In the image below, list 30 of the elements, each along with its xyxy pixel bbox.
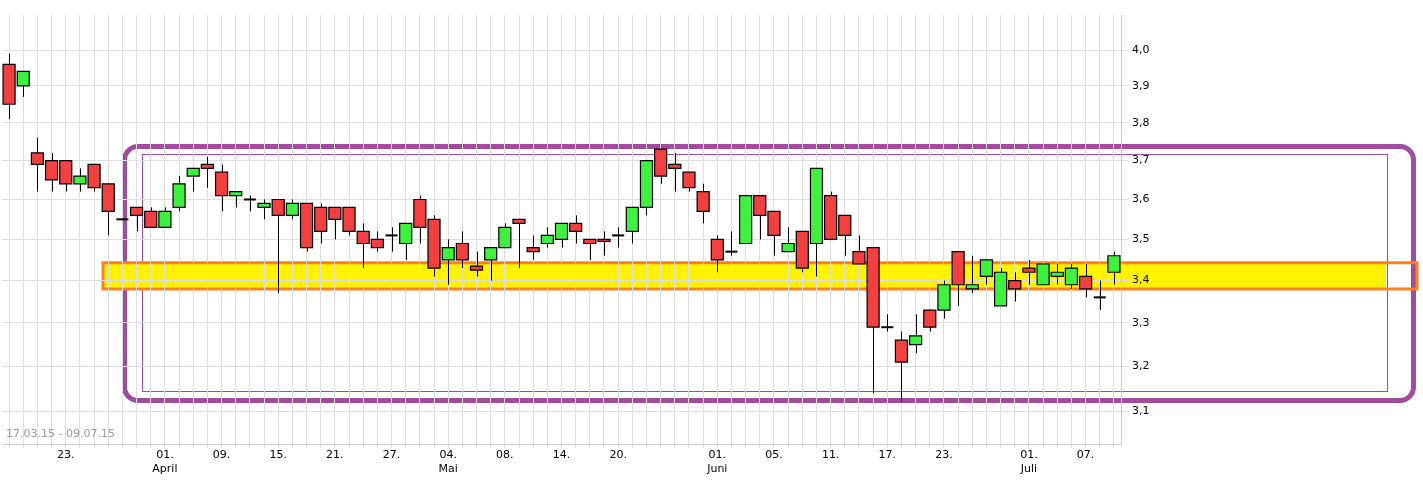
x-tick-label: 08. [496,448,514,462]
x-tick-label: 17. [878,448,897,462]
x-tick-label: 23. [56,448,75,462]
x-tick-label: 01. Juli [1019,448,1038,475]
x-tick-label: 27. [382,448,401,462]
y-tick-label: 3,3 [1132,315,1150,329]
candlestick [611,226,626,249]
y-tick-label: 3,1 [1132,404,1150,418]
y-tick-label: 3,2 [1132,359,1150,373]
x-tick-label: 07. [1076,448,1095,462]
x-tick-label: 15. [269,448,287,462]
x-tick-label: 14. [552,448,571,462]
y-tick-label: 4,0 [1132,42,1150,56]
y-tick-label: 3,7 [1132,153,1150,167]
x-tick-label: 04. Mai [438,448,458,475]
x-tick-label: 01. April [152,448,178,475]
x-tick-label: 11. [821,448,840,462]
x-tick-label: 23. [935,448,953,462]
x-tick-label: 05. [765,448,783,462]
candlestick [1092,280,1107,311]
y-tick-label: 3,5 [1132,232,1150,246]
x-tick-label: 21. [326,448,344,462]
x-tick-label: 09. [212,448,231,462]
y-tick-label: 3,8 [1132,115,1150,129]
y-tick-label: 3,9 [1132,78,1150,92]
x-tick-label: 20. [609,448,627,462]
annotation: 17.03.15 - 09.07.15 [6,427,115,441]
y-tick-label: 3,6 [1132,192,1150,206]
x-tick-label: 01. Juni [706,448,728,475]
y-tick-label: 3,4 [1132,273,1150,287]
